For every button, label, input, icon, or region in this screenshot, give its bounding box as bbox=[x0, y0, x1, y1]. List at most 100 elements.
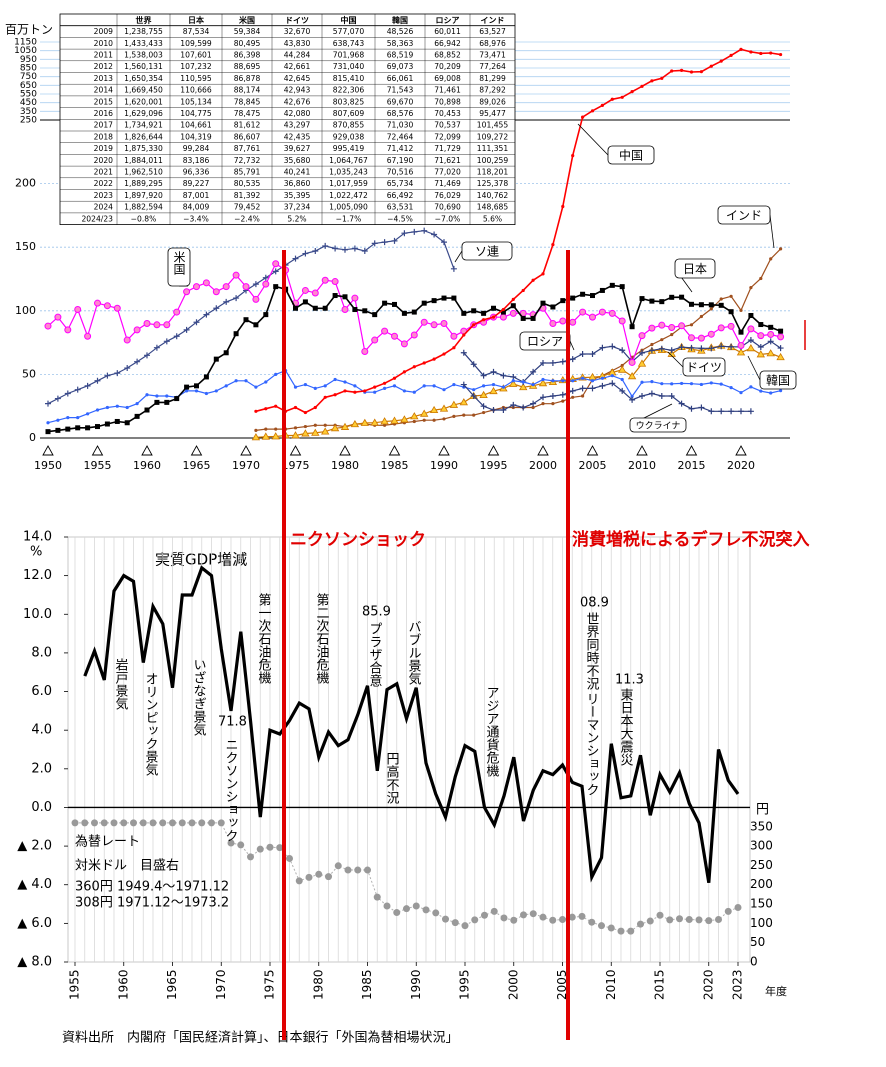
annotation: プラザ合意 bbox=[367, 622, 383, 687]
table-cell: 96,336 bbox=[183, 167, 210, 176]
marker bbox=[757, 332, 765, 340]
table-cell: 71,461 bbox=[434, 86, 461, 95]
y-tick-label: 2.0 bbox=[31, 761, 52, 776]
marker bbox=[272, 268, 279, 275]
table-cell: 70,453 bbox=[434, 109, 461, 118]
marker bbox=[213, 305, 220, 312]
marker bbox=[217, 819, 225, 827]
y2-tick-label: 150 bbox=[750, 897, 773, 911]
marker bbox=[440, 320, 448, 328]
marker bbox=[247, 853, 254, 861]
x-tick-label: 1970 bbox=[232, 459, 260, 472]
y2-tick-label: 50 bbox=[750, 935, 765, 949]
marker bbox=[619, 284, 625, 290]
marker bbox=[559, 391, 566, 398]
tick-mark bbox=[91, 445, 104, 456]
y2-tick-label: 100 bbox=[750, 916, 773, 930]
marker bbox=[609, 343, 616, 350]
marker bbox=[383, 902, 391, 910]
marker bbox=[214, 389, 218, 393]
marker bbox=[330, 424, 340, 432]
marker bbox=[767, 330, 775, 338]
marker bbox=[610, 97, 614, 101]
y2-tick-label: 200 bbox=[750, 877, 773, 891]
annotation: オリンピック景気 bbox=[143, 672, 159, 777]
tick-mark bbox=[685, 445, 698, 456]
marker bbox=[139, 819, 147, 827]
marker bbox=[679, 294, 685, 300]
marker bbox=[381, 327, 389, 335]
marker bbox=[253, 322, 259, 328]
tick-mark bbox=[537, 445, 549, 456]
marker bbox=[739, 308, 743, 313]
marker bbox=[321, 427, 330, 435]
marker bbox=[353, 384, 357, 388]
table-cell: 2017 bbox=[94, 121, 113, 130]
marker bbox=[432, 357, 436, 361]
series-label: インド bbox=[726, 209, 762, 223]
table-cell: 1,962,510 bbox=[124, 167, 163, 176]
marker bbox=[364, 866, 371, 874]
marker bbox=[400, 415, 409, 423]
callout-leader bbox=[769, 214, 775, 249]
marker bbox=[482, 318, 486, 322]
marker bbox=[640, 380, 644, 384]
marker bbox=[759, 51, 763, 56]
marker bbox=[254, 409, 258, 413]
annotation: 円高不況 bbox=[384, 752, 400, 804]
marker bbox=[183, 326, 190, 333]
table-cell: 66,942 bbox=[434, 39, 461, 48]
marker bbox=[588, 918, 596, 926]
marker bbox=[459, 398, 468, 406]
marker bbox=[598, 922, 605, 930]
marker bbox=[510, 373, 517, 380]
marker bbox=[519, 382, 528, 391]
legend-note: 360円 1949.4～1971.12 bbox=[75, 880, 229, 895]
callout-box bbox=[674, 258, 716, 279]
marker bbox=[351, 294, 359, 302]
table-cell: 35,680 bbox=[284, 156, 311, 165]
table-cell: 1,022,472 bbox=[329, 191, 368, 200]
marker bbox=[680, 381, 684, 386]
y-tick-label: 850 bbox=[20, 64, 37, 74]
x-tick-label: 1965 bbox=[165, 969, 179, 1000]
marker bbox=[499, 313, 507, 321]
marker bbox=[94, 377, 101, 384]
marker bbox=[511, 379, 515, 383]
table-cell: 2016 bbox=[94, 109, 113, 118]
marker bbox=[490, 368, 497, 375]
marker bbox=[480, 403, 487, 410]
marker bbox=[668, 347, 675, 354]
marker bbox=[510, 401, 517, 408]
marker bbox=[590, 379, 595, 383]
marker bbox=[208, 819, 215, 827]
marker bbox=[154, 399, 160, 405]
marker bbox=[656, 911, 664, 919]
legend-note: 308円 1971.12～1973.2 bbox=[75, 896, 229, 911]
marker bbox=[729, 53, 733, 57]
marker bbox=[274, 372, 278, 376]
marker bbox=[153, 344, 160, 351]
marker bbox=[383, 386, 387, 390]
marker bbox=[74, 386, 81, 393]
marker bbox=[237, 841, 245, 849]
marker bbox=[627, 927, 635, 935]
marker bbox=[509, 309, 517, 317]
marker bbox=[174, 396, 180, 402]
marker bbox=[490, 907, 498, 915]
marker bbox=[325, 873, 332, 881]
table-cell: 70,690 bbox=[434, 203, 461, 212]
marker bbox=[276, 844, 284, 852]
marker bbox=[432, 384, 436, 388]
table-cell: 65,734 bbox=[387, 179, 414, 188]
marker bbox=[678, 400, 685, 407]
x-tick-label: 1995 bbox=[480, 459, 508, 472]
callout-box bbox=[607, 145, 655, 165]
marker bbox=[380, 417, 389, 425]
marker bbox=[759, 389, 763, 393]
marker bbox=[46, 421, 50, 425]
marker bbox=[756, 350, 765, 358]
y-tick-label: 100 bbox=[15, 304, 36, 317]
callout-box bbox=[717, 205, 771, 225]
